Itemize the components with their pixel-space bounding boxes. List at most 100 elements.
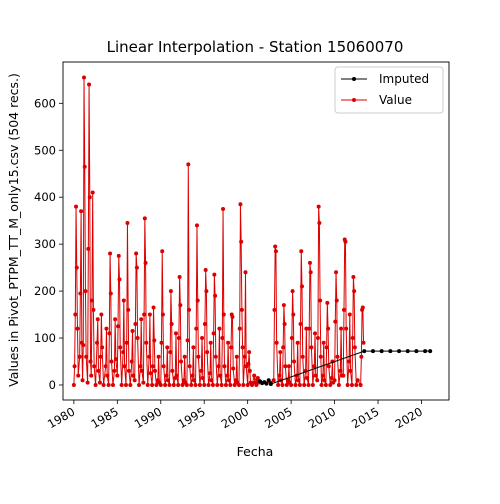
data-point (272, 307, 277, 312)
data-point (423, 349, 428, 354)
data-point (126, 368, 131, 373)
data-point (101, 382, 106, 387)
data-point (81, 343, 86, 348)
data-point (252, 373, 257, 378)
data-point (226, 378, 231, 383)
data-point (75, 326, 80, 331)
data-point (230, 314, 235, 319)
data-point (345, 382, 350, 387)
data-point (310, 382, 315, 387)
data-point (341, 373, 346, 378)
y-tick-label: 100 (34, 331, 56, 345)
data-point (91, 307, 96, 312)
data-point (206, 382, 211, 387)
data-point (354, 382, 359, 387)
data-point (159, 340, 164, 345)
plot-area: 1980 1985 1990 1995 2000 2005 2010 2015 20200100… (34, 61, 450, 431)
data-point (145, 382, 150, 387)
data-point (221, 206, 226, 211)
data-point (179, 359, 184, 364)
data-point (352, 345, 357, 350)
data-point (150, 364, 155, 369)
y-tick-label: 400 (34, 190, 56, 204)
data-point (344, 326, 349, 331)
y-tick-label: 200 (34, 284, 56, 298)
data-point (124, 382, 129, 387)
data-point (313, 373, 318, 378)
data-point (129, 359, 134, 364)
data-point (208, 340, 213, 345)
data-point (139, 368, 144, 373)
data-point (161, 364, 166, 369)
chart-title: Linear Interpolation - Station 15060070 (107, 38, 404, 56)
data-point (360, 305, 365, 310)
data-point (158, 382, 163, 387)
data-point (170, 368, 175, 373)
data-point (90, 190, 95, 195)
data-point (95, 340, 100, 345)
data-point (134, 265, 139, 270)
data-point (208, 371, 213, 376)
data-point (215, 382, 220, 387)
data-point (86, 246, 91, 251)
data-point (171, 382, 176, 387)
data-point (197, 382, 202, 387)
data-point (193, 382, 198, 387)
data-point (223, 382, 228, 387)
data-point (312, 364, 317, 369)
data-point (379, 349, 384, 354)
data-point (343, 239, 348, 244)
data-point (119, 382, 124, 387)
data-point (234, 354, 239, 359)
data-point (174, 373, 179, 378)
data-point (107, 331, 112, 336)
data-point (246, 361, 251, 366)
data-point (322, 378, 327, 383)
data-point (326, 326, 331, 331)
data-point (347, 312, 352, 317)
data-point (273, 244, 278, 249)
data-point (276, 382, 281, 387)
data-point (264, 381, 269, 386)
data-point (334, 298, 339, 303)
data-point (137, 382, 142, 387)
data-point (173, 331, 178, 336)
data-point (143, 260, 148, 265)
data-point (225, 373, 230, 378)
data-point (348, 368, 353, 373)
data-point (154, 382, 159, 387)
data-point (228, 382, 233, 387)
data-point (112, 368, 117, 373)
data-point (326, 364, 331, 369)
data-point (185, 338, 190, 343)
data-point (247, 368, 252, 373)
data-point (82, 164, 87, 169)
data-point (168, 350, 173, 355)
data-point (142, 216, 147, 221)
data-point (187, 307, 192, 312)
data-point (323, 382, 328, 387)
data-point (103, 364, 108, 369)
data-point (245, 382, 250, 387)
data-point (72, 364, 77, 369)
data-point (96, 368, 101, 373)
data-point (130, 328, 135, 333)
data-point (105, 373, 110, 378)
data-point (200, 375, 205, 380)
data-point (338, 368, 343, 373)
data-point (202, 382, 207, 387)
data-point (132, 378, 137, 383)
data-point (289, 382, 294, 387)
data-point (182, 354, 187, 359)
legend-label-imputed: Imputed (379, 72, 429, 86)
data-point (113, 357, 118, 362)
data-point (213, 354, 218, 359)
data-point (71, 382, 76, 387)
data-point (307, 326, 312, 331)
data-point (335, 354, 340, 359)
data-point (219, 382, 224, 387)
data-point (95, 317, 100, 322)
data-point (220, 336, 225, 341)
data-point (200, 336, 205, 341)
